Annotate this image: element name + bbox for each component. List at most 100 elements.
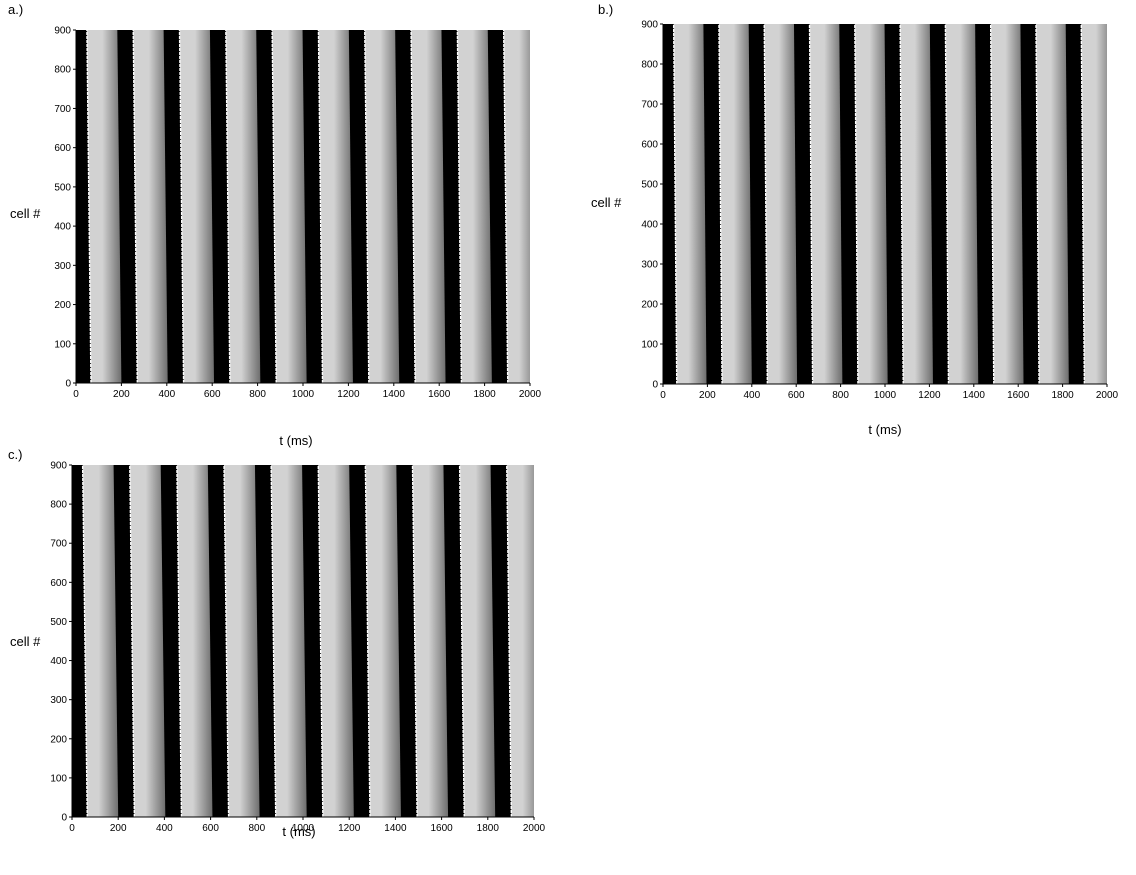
- wave-band: [503, 30, 530, 383]
- y-tick-label: 900: [54, 26, 71, 37]
- y-tick-label: 400: [50, 656, 67, 667]
- x-tick-label: 1200: [918, 390, 941, 401]
- y-axis-label: cell #: [591, 195, 622, 210]
- x-tick-label: 400: [743, 390, 760, 401]
- wavefront-line: [86, 30, 92, 383]
- y-tick-label: 400: [641, 220, 658, 231]
- y-tick-label: 900: [50, 461, 67, 472]
- x-tick-label: 1600: [1007, 390, 1030, 401]
- wave-band: [271, 465, 307, 817]
- wave-band: [412, 465, 449, 817]
- x-tick-label: 1200: [337, 389, 360, 400]
- wavefront-line: [364, 465, 371, 817]
- y-axis-label: cell #: [10, 634, 41, 649]
- x-tick-label: 800: [249, 389, 266, 400]
- y-tick-label: 0: [65, 379, 71, 390]
- x-tick-label: 1000: [874, 390, 897, 401]
- x-tick-label: 2000: [1096, 390, 1119, 401]
- wavefront-line: [502, 30, 509, 383]
- y-tick-label: 600: [641, 140, 658, 151]
- wavefront-line: [506, 465, 513, 817]
- x-tick-label: 600: [204, 389, 221, 400]
- wavefront-line: [854, 24, 859, 384]
- heatmap-area: [36, 465, 534, 817]
- y-tick-label: 700: [50, 539, 67, 550]
- y-tick-label: 500: [54, 182, 71, 193]
- wavefront-line: [41, 30, 45, 383]
- y-tick-label: 600: [50, 578, 67, 589]
- wave-band: [318, 30, 353, 383]
- heatmap-area: [628, 24, 1107, 384]
- wavefront-line: [81, 465, 88, 817]
- x-tick-label: 1600: [428, 389, 451, 400]
- wavefront-line: [718, 24, 723, 384]
- y-tick-label: 200: [54, 300, 71, 311]
- wavefront-line: [1080, 24, 1086, 384]
- wave-band: [457, 30, 492, 383]
- x-tick-label: 1400: [963, 390, 986, 401]
- wavefront-line: [672, 24, 678, 384]
- x-tick-label: 1400: [384, 823, 407, 834]
- wave-band: [176, 465, 213, 817]
- wave-band: [223, 465, 260, 817]
- wave-band: [628, 24, 661, 384]
- y-tick-label: 900: [641, 20, 658, 31]
- y-tick-label: 800: [641, 60, 658, 71]
- wave-band: [673, 24, 707, 384]
- wave-band: [718, 24, 752, 384]
- x-axis-label: t (ms): [868, 422, 901, 437]
- wavefront-line: [270, 465, 277, 817]
- x-tick-label: 1800: [473, 389, 496, 400]
- x-tick-label: 200: [110, 823, 127, 834]
- wavefront-line: [317, 465, 324, 817]
- wavefront-line: [458, 465, 465, 817]
- chart-panel-a: a.) 0 100 200 300 400 500 600 700 800 900 0 200 400 60…: [8, 2, 542, 448]
- wave-band: [133, 30, 168, 383]
- wavefront-line: [223, 465, 230, 817]
- wavefront-line: [456, 30, 463, 383]
- wavefront-line: [899, 24, 904, 384]
- x-tick-label: 2000: [519, 389, 542, 400]
- wave-band: [809, 24, 843, 384]
- y-tick-label: 300: [641, 260, 658, 271]
- wavefront-line: [628, 24, 631, 384]
- y-tick-label: 100: [50, 773, 67, 784]
- chart-panel-b: b.) 0 100 200 300 400 500 600 700 800 900 0 200 400 60…: [591, 2, 1119, 437]
- wavefront-line: [411, 465, 418, 817]
- x-axis-label: t (ms): [282, 824, 315, 839]
- wave-band: [945, 24, 979, 384]
- wave-band: [854, 24, 888, 384]
- y-axis-label: cell #: [10, 206, 41, 221]
- wavefront-line: [176, 465, 183, 817]
- x-tick-label: 2000: [523, 823, 546, 834]
- x-tick-label: 600: [788, 390, 805, 401]
- wave-band: [900, 24, 933, 384]
- wave-band: [36, 465, 72, 817]
- y-tick-label: 500: [50, 617, 67, 628]
- wavefront-line: [808, 24, 814, 384]
- y-tick-label: 200: [641, 300, 658, 311]
- y-tick-label: 500: [641, 180, 658, 191]
- x-tick-label: 0: [69, 823, 75, 834]
- wave-band: [129, 465, 166, 817]
- y-tick-label: 0: [652, 380, 658, 391]
- wave-band: [86, 30, 122, 383]
- panel-label: b.): [598, 2, 613, 17]
- wavefront-line: [317, 30, 324, 383]
- wave-band: [318, 465, 354, 817]
- x-tick-label: 0: [73, 389, 79, 400]
- x-axis-label: t (ms): [279, 433, 312, 448]
- wave-band: [365, 465, 401, 817]
- x-tick-label: 400: [158, 389, 175, 400]
- wavefront-line: [129, 465, 136, 817]
- wave-band: [1035, 24, 1069, 384]
- wavefront-line: [989, 24, 995, 384]
- x-tick-label: 1800: [477, 823, 500, 834]
- y-tick-label: 100: [641, 340, 658, 351]
- wavefront-line: [178, 30, 185, 383]
- wave-band: [82, 465, 119, 817]
- wave-band: [179, 30, 215, 383]
- y-tick-label: 800: [54, 65, 71, 76]
- wave-band: [225, 30, 261, 383]
- wave-band: [364, 30, 400, 383]
